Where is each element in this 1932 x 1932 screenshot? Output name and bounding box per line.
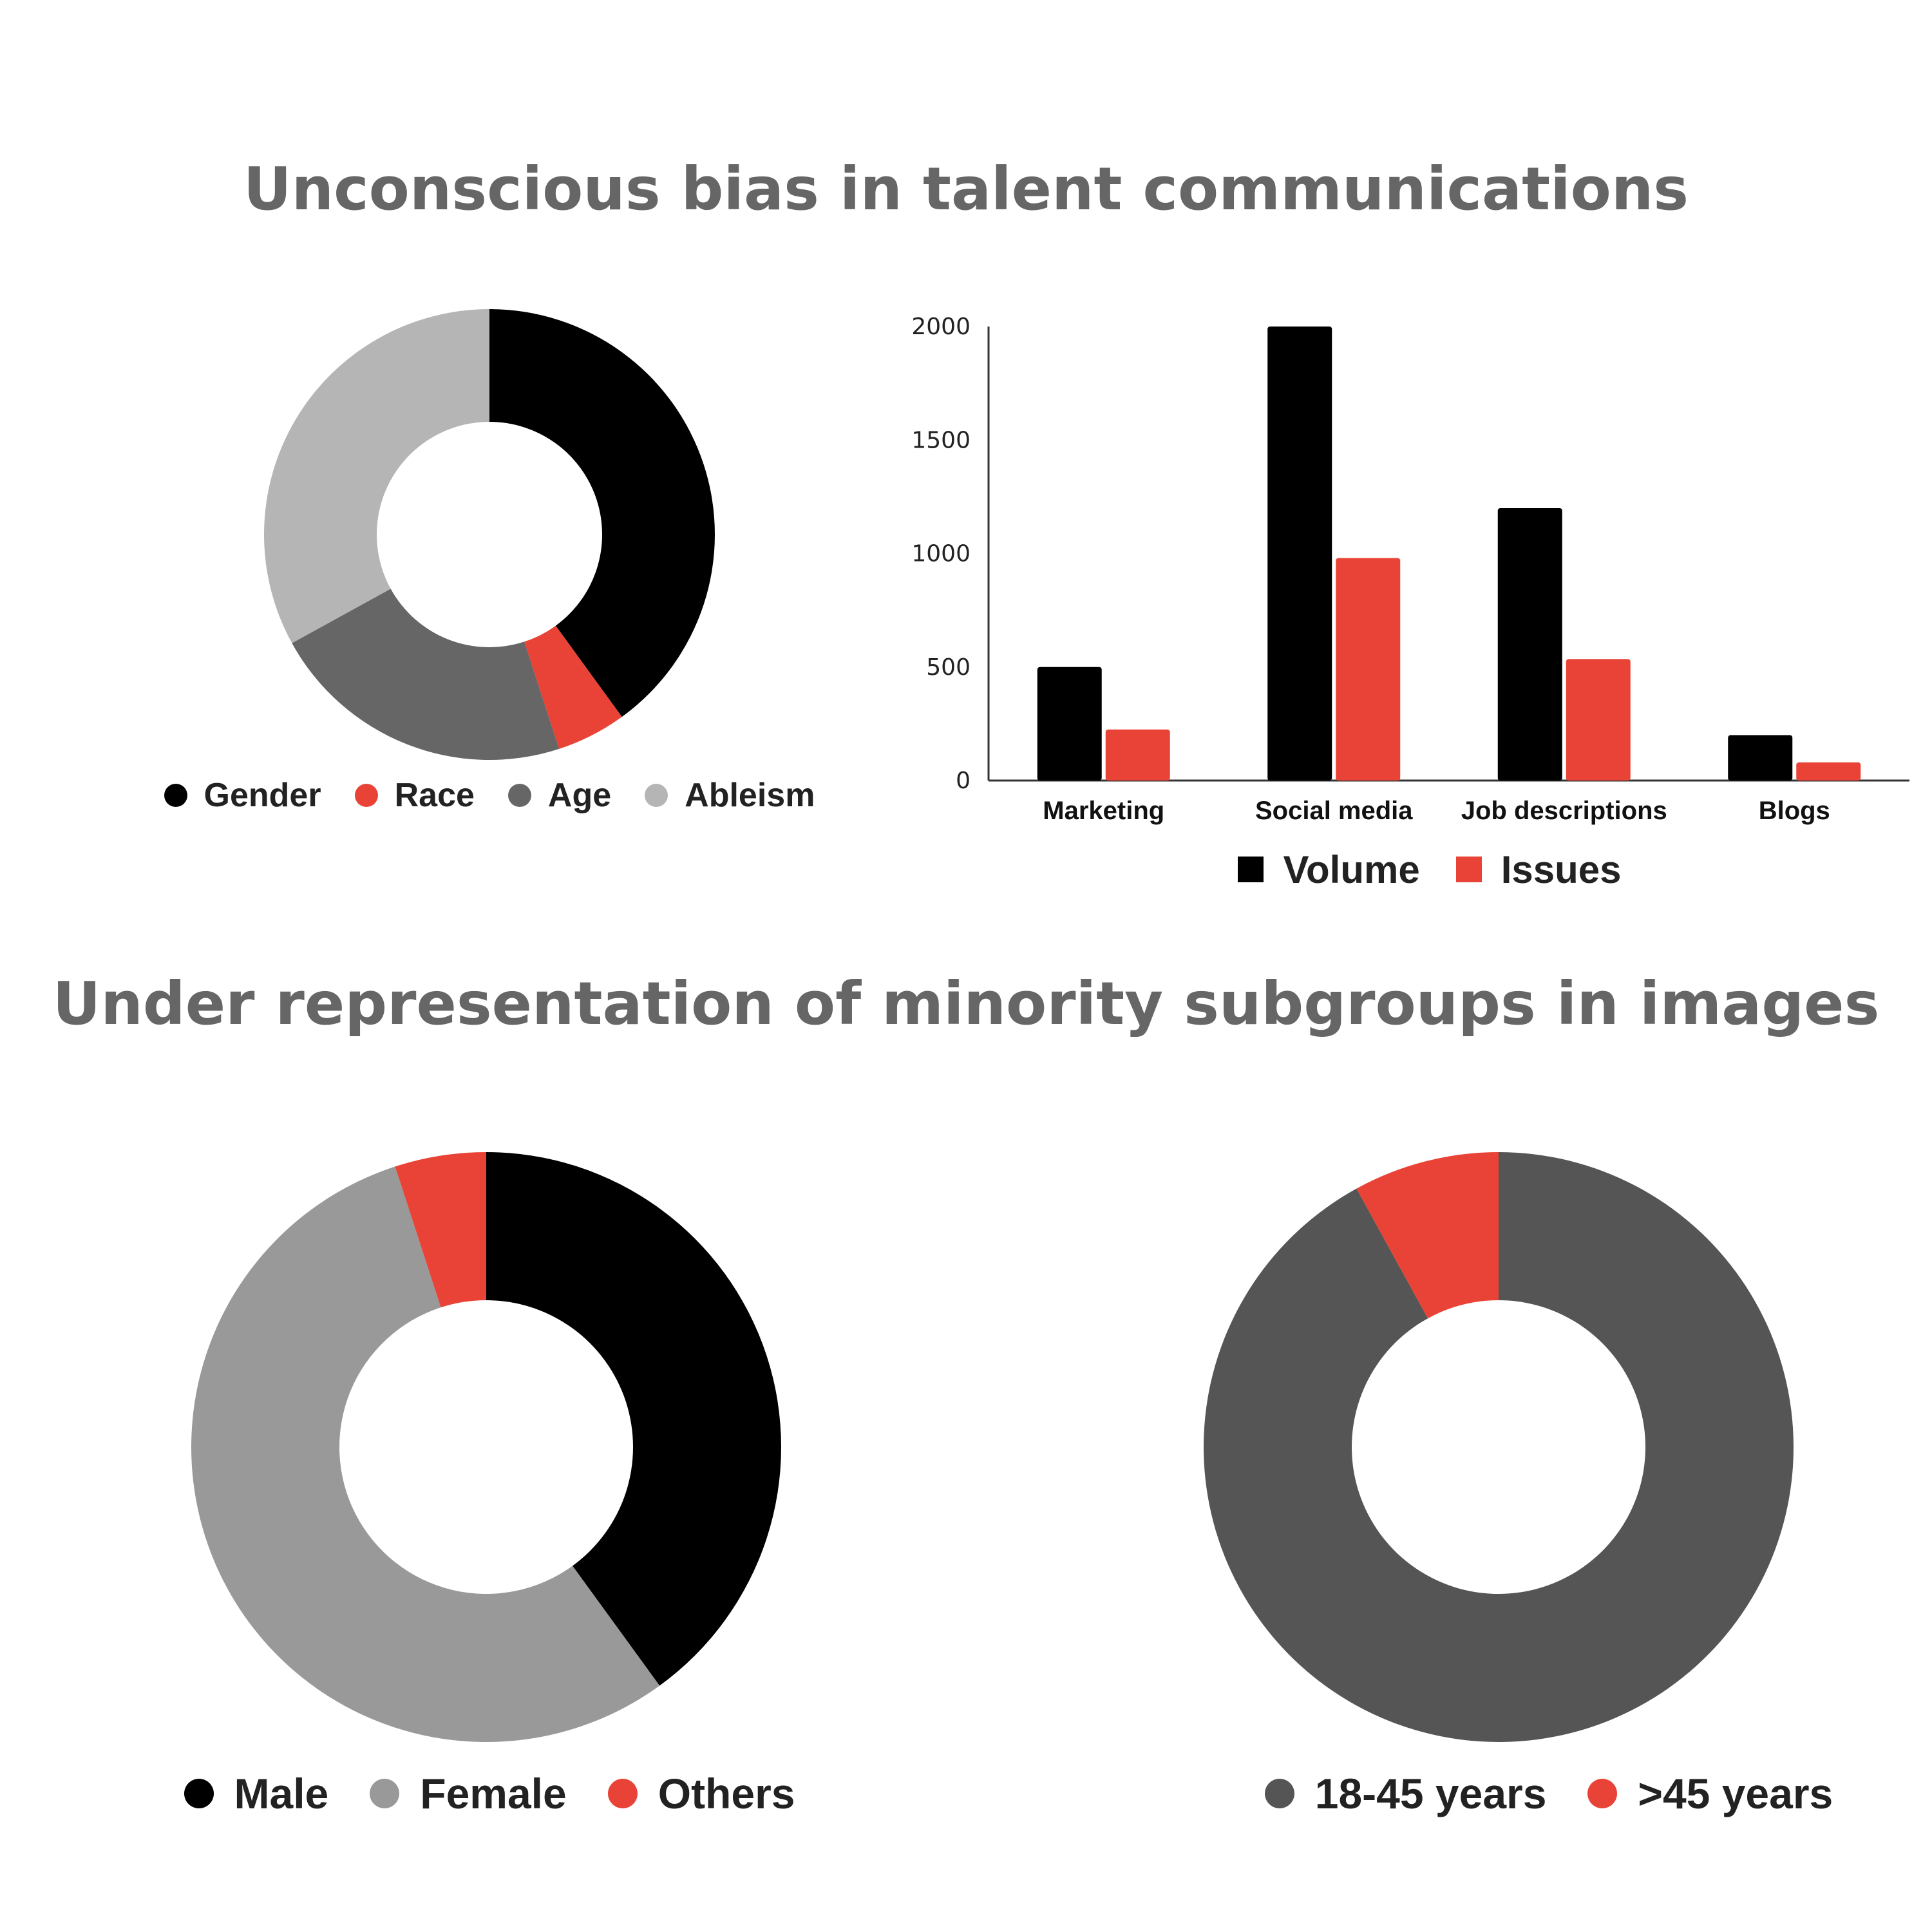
legend-marker-volume xyxy=(1238,857,1264,882)
bar-issues-blogs xyxy=(1796,762,1861,781)
legend-label-female: Female xyxy=(420,1770,567,1817)
x-category-label: Marketing xyxy=(1043,797,1164,825)
legend-age: 18-45 years >45 years xyxy=(1133,1765,1932,1823)
legend-gender: Male Female Others xyxy=(116,1765,863,1823)
legend-item-others: Others xyxy=(607,1769,795,1818)
y-tick-label: 0 xyxy=(956,768,971,794)
legend-label-gender: Gender xyxy=(204,777,321,814)
legend-item-female: Female xyxy=(370,1769,567,1818)
slice-ableism xyxy=(264,309,489,643)
legend-bias-types: Gender Race Age Ableism xyxy=(129,773,850,818)
legend-item-gender: Gender xyxy=(164,776,321,815)
slice-18-45-years xyxy=(1204,1152,1794,1742)
legend-marker-issues xyxy=(1455,857,1482,882)
legend-marker-gender xyxy=(164,784,187,807)
legend-label-volume: Volume xyxy=(1283,848,1420,891)
legend-marker-female xyxy=(370,1779,400,1808)
legend-item-18-45-years: 18-45 years xyxy=(1264,1769,1547,1818)
legend-label-ableism: Ableism xyxy=(685,777,815,814)
bar-volume-social-media xyxy=(1267,327,1332,781)
legend-volume-issues: Volume Issues xyxy=(1172,844,1687,895)
section-title-top: Unconscious bias in talent communication… xyxy=(243,155,1689,223)
legend-label-18-45-years: 18-45 years xyxy=(1314,1770,1547,1817)
legend-item-45-years: >45 years xyxy=(1587,1769,1833,1818)
legend-item-volume: Volume xyxy=(1238,848,1420,892)
legend-label-race: Race xyxy=(394,777,475,814)
donut-chart-gender xyxy=(191,1152,782,1742)
legend-item-issues: Issues xyxy=(1455,848,1622,892)
y-tick-label: 500 xyxy=(926,654,971,681)
legend-marker-18-45-years xyxy=(1264,1779,1294,1808)
legend-label-45-years: >45 years xyxy=(1638,1770,1833,1817)
legend-marker-male xyxy=(184,1779,214,1808)
legend-item-race: Race xyxy=(354,776,475,815)
legend-label-others: Others xyxy=(658,1770,795,1817)
legend-item-age: Age xyxy=(507,776,612,815)
slice-45-years xyxy=(1356,1152,1499,1319)
bar-chart-volume-issues: 0 500 1000 1500 2000 Marketing Social media Job… xyxy=(911,314,1909,825)
legend-marker-race xyxy=(354,784,378,807)
x-category-label: Social media xyxy=(1255,797,1413,825)
bar-issues-social-media xyxy=(1336,558,1401,781)
bar-issues-marketing xyxy=(1105,729,1170,781)
legend-marker-age xyxy=(507,784,531,807)
legend-marker-45-years xyxy=(1587,1779,1618,1808)
bar-volume-blogs xyxy=(1728,735,1793,781)
slice-age xyxy=(292,589,560,760)
donut-chart-bias-types xyxy=(264,309,715,760)
slice-male xyxy=(486,1152,782,1686)
bar-volume-job-descriptions xyxy=(1497,508,1562,781)
bar-volume-marketing xyxy=(1037,667,1102,781)
y-tick-label: 2000 xyxy=(911,314,971,340)
slice-others xyxy=(395,1152,486,1308)
legend-label-male: Male xyxy=(234,1770,329,1817)
legend-marker-ableism xyxy=(645,784,668,807)
legend-item-male: Male xyxy=(184,1769,329,1818)
x-category-label: Blogs xyxy=(1759,797,1830,825)
slice-female xyxy=(191,1166,660,1742)
y-tick-label: 1000 xyxy=(911,541,971,567)
slice-race xyxy=(524,625,622,749)
section-title-bottom: Under representation of minority subgrou… xyxy=(52,969,1880,1038)
legend-marker-others xyxy=(607,1779,638,1808)
y-tick-label: 1500 xyxy=(911,427,971,453)
legend-item-ableism: Ableism xyxy=(645,776,815,815)
x-category-label: Job descriptions xyxy=(1461,797,1667,825)
legend-label-age: Age xyxy=(547,777,612,814)
bar-issues-job-descriptions xyxy=(1566,659,1631,781)
legend-label-issues: Issues xyxy=(1501,848,1622,891)
slice-gender xyxy=(489,309,715,717)
donut-chart-age xyxy=(1204,1152,1794,1742)
